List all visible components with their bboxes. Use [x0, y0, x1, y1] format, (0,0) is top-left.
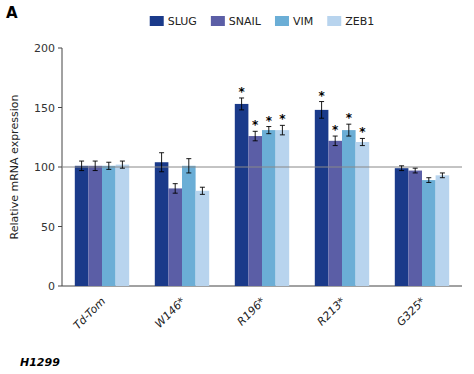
series: [116, 130, 450, 286]
y-tick: [58, 286, 62, 287]
legend-item: SNAIL: [211, 15, 262, 28]
error-bars: [93, 131, 418, 193]
error-bar: [253, 131, 258, 141]
error-bar: [239, 98, 244, 110]
bar: [196, 191, 210, 286]
bar: [422, 180, 436, 286]
error-bar: [186, 159, 191, 173]
legend-label: ZEB1: [345, 15, 374, 28]
error-bar: [440, 173, 445, 178]
bar: [182, 166, 196, 286]
bar: [328, 141, 342, 286]
bar: [315, 110, 329, 286]
y-tick: [58, 48, 62, 49]
legend-label: SLUG: [168, 15, 197, 28]
bar: [116, 165, 130, 286]
error-bar: [173, 184, 178, 194]
error-bars: [106, 124, 431, 182]
y-tick: [58, 226, 62, 227]
legend-label: VIM: [293, 15, 313, 28]
error-bars: [120, 125, 445, 194]
bar: [102, 166, 116, 286]
x-tick-label: G325*: [394, 295, 428, 329]
error-bar: [319, 102, 324, 119]
bar: [408, 171, 422, 286]
bar: [436, 175, 450, 286]
bar: [262, 130, 276, 286]
error-bar: [360, 138, 365, 145]
chart: 0 50 100 150 200 Relative mRNA expression Td-T…: [0, 0, 474, 374]
legend: SLUG SNAIL VIM ZEB1: [150, 15, 375, 28]
bar: [75, 166, 89, 286]
bar: [155, 162, 169, 286]
bar: [356, 142, 370, 286]
x-tick-label: W146*: [153, 295, 189, 331]
panel-label: A: [6, 4, 18, 22]
y-tick-label: 0: [48, 280, 55, 293]
series: [75, 104, 409, 286]
bar: [276, 130, 290, 286]
significance-star: *: [266, 114, 273, 128]
error-bar: [200, 187, 205, 194]
x-tick-label: R196*: [235, 295, 269, 329]
series: [88, 136, 422, 286]
significance-star: *: [238, 85, 245, 99]
significance-star: *: [279, 112, 286, 126]
error-bar: [399, 166, 404, 171]
bar: [168, 188, 182, 286]
y-tick: [58, 167, 62, 168]
legend-swatch: [327, 16, 341, 26]
error-bar: [346, 124, 351, 136]
error-bar: [93, 161, 98, 171]
significance-star: *: [359, 125, 366, 139]
legend-swatch: [275, 16, 289, 26]
y-tick-label: 150: [34, 102, 55, 115]
y-tick-label: 200: [34, 42, 55, 55]
legend-item: SLUG: [150, 15, 197, 28]
y-axis-label: Relative mRNA expression: [8, 95, 21, 240]
bar: [88, 166, 102, 286]
significance-star: *: [332, 123, 339, 137]
plot-area: [62, 98, 462, 286]
error-bar: [266, 127, 271, 134]
error-bar: [413, 168, 418, 173]
error-bar: [79, 161, 84, 171]
error-bars: [79, 98, 404, 172]
y-tick: [58, 107, 62, 108]
significance-star: *: [346, 111, 353, 125]
bar: [395, 168, 409, 286]
error-bar: [333, 136, 338, 146]
error-bar: [159, 153, 164, 172]
bar: [235, 104, 249, 286]
bar: [342, 130, 356, 286]
legend-swatch: [150, 16, 164, 26]
bar: [248, 136, 262, 286]
legend-swatch: [211, 16, 225, 26]
y-axis: 0 50 100 150 200: [34, 42, 62, 293]
error-bar: [280, 125, 285, 135]
error-bar: [426, 178, 431, 183]
x-axis-label: H1299: [20, 356, 60, 369]
x-tick-label: R213*: [315, 295, 349, 329]
legend-item: ZEB1: [327, 15, 374, 28]
significance-star: *: [318, 89, 325, 103]
significance-star: *: [252, 118, 259, 132]
series: [102, 130, 436, 286]
legend-label: SNAIL: [229, 15, 262, 28]
legend-item: VIM: [275, 15, 313, 28]
y-tick-label: 50: [41, 221, 55, 234]
error-bar: [120, 161, 125, 168]
error-bar: [106, 162, 111, 169]
y-tick-label: 100: [34, 161, 55, 174]
x-tick-label: Td-Tom: [71, 295, 108, 332]
